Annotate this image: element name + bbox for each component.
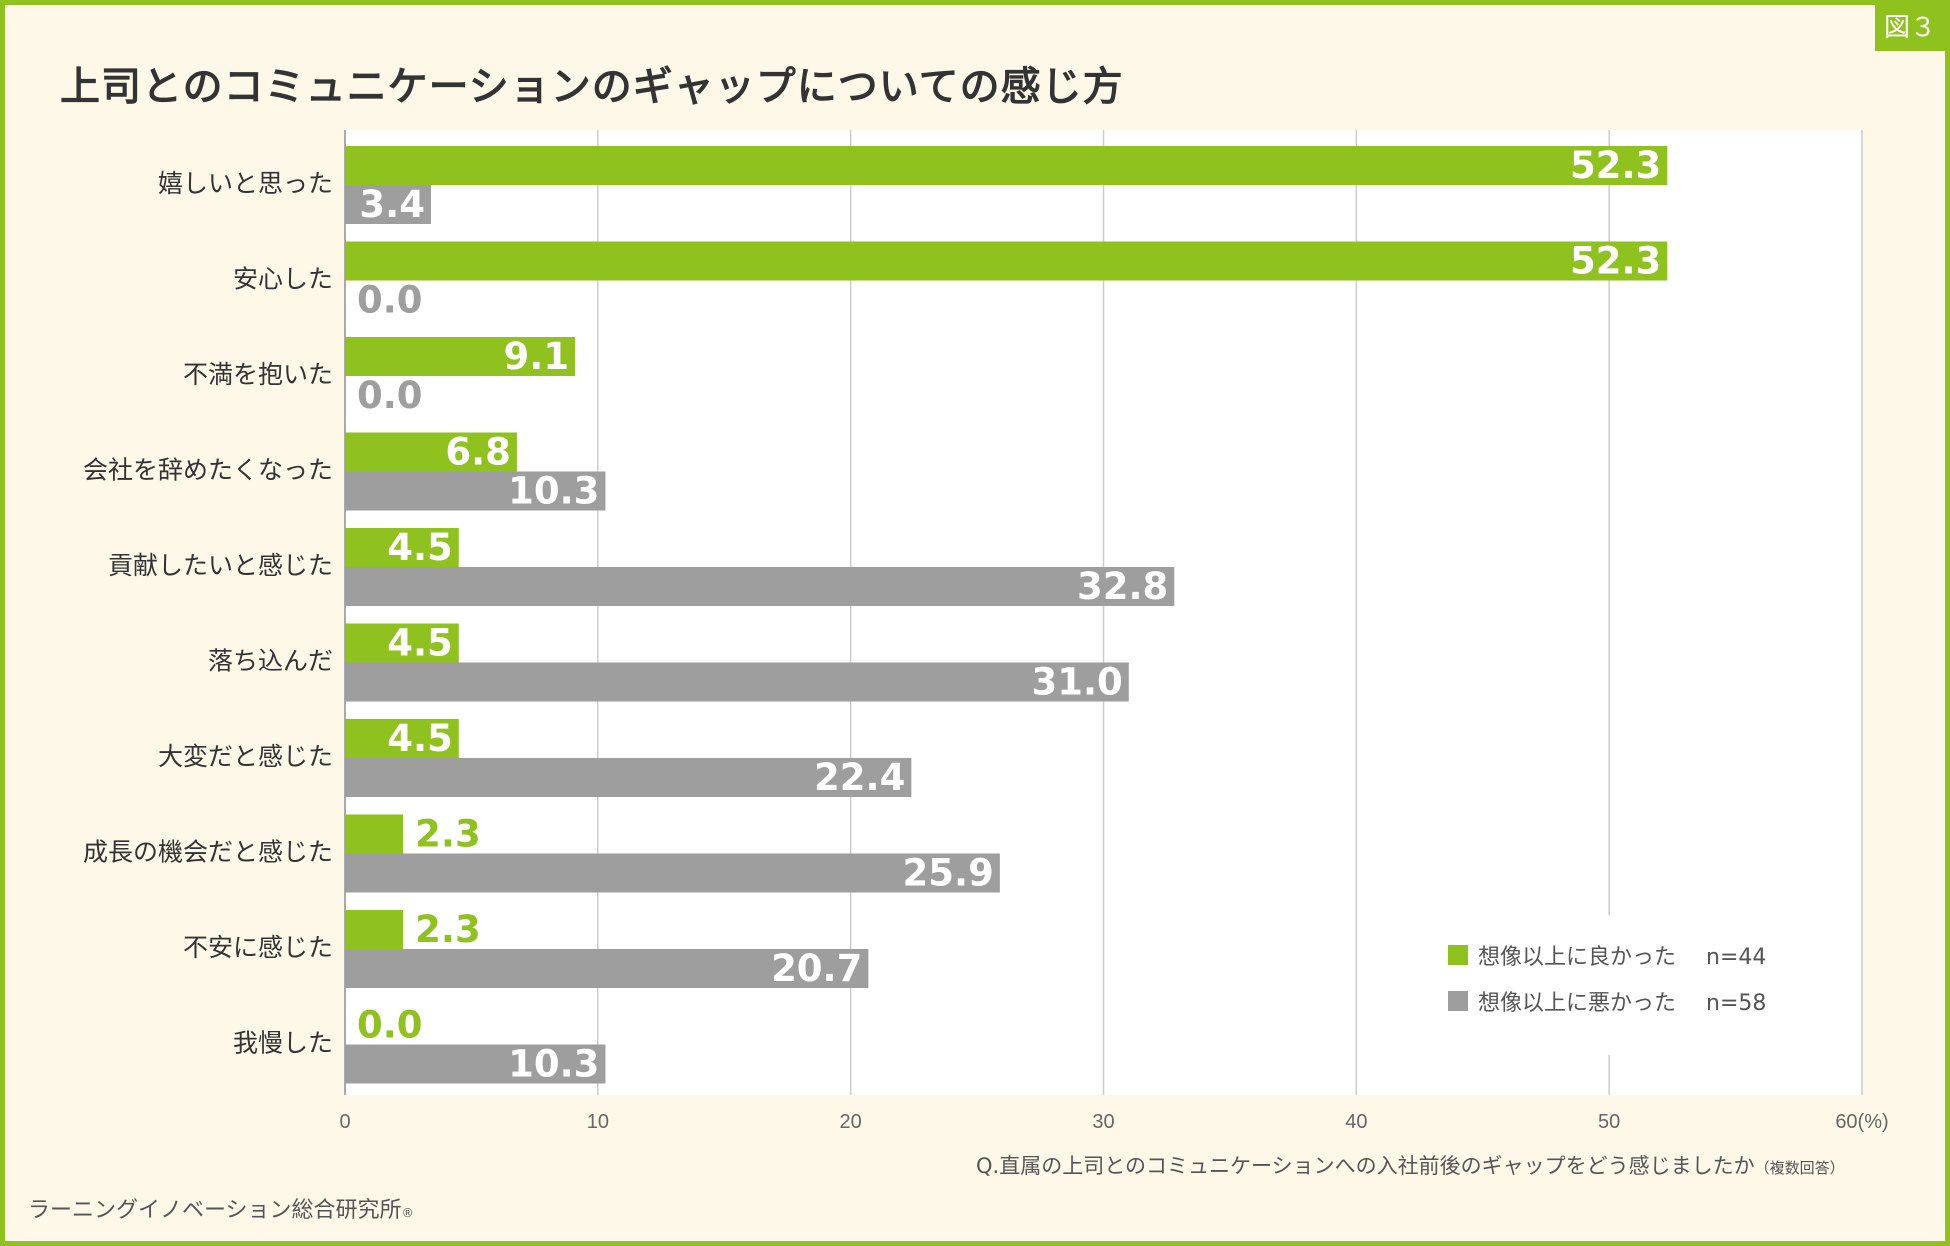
data-label: 10.3 — [508, 470, 599, 513]
legend-label: 想像以上に良かった — [1478, 945, 1676, 970]
bar-better — [345, 528, 459, 567]
bar-better — [345, 910, 404, 949]
data-label: 52.3 — [1570, 144, 1661, 187]
bar-better — [345, 241, 1668, 281]
category-label: 落ち込んだ — [208, 647, 333, 676]
data-label: 9.1 — [504, 335, 570, 378]
data-label: 4.5 — [387, 622, 453, 665]
data-label: 0.0 — [357, 1004, 423, 1047]
category-label: 不満を抱いた — [183, 360, 333, 389]
data-label: 0.0 — [357, 279, 423, 322]
data-label: 2.3 — [415, 908, 481, 951]
data-label: 52.3 — [1570, 240, 1661, 283]
category-label: 大変だと感じた — [158, 742, 333, 771]
chart-title: 上司とのコミュニケーションのギャップについての感じ方 — [60, 64, 1124, 110]
legend-n-label: n=58 — [1706, 991, 1766, 1016]
data-label: 0.0 — [357, 374, 423, 417]
bar-better — [345, 146, 1668, 185]
x-tick-label: 60(%) — [1835, 1111, 1888, 1133]
data-label: 4.5 — [387, 526, 453, 569]
data-label: 10.3 — [508, 1043, 599, 1086]
caption-note: （複数回答） — [1754, 1159, 1845, 1177]
bar-better — [345, 432, 517, 472]
category-label: 安心した — [233, 265, 333, 294]
data-label: 32.8 — [1077, 565, 1168, 608]
x-tick-label: 30 — [1092, 1111, 1114, 1133]
data-label: 31.0 — [1031, 661, 1122, 704]
caption-main: Q.直属の上司とのコミュニケーションへの入社前後のギャップをどう感じましたか — [976, 1154, 1755, 1178]
footer-org: ラーニングイノベーション総合研究所® — [28, 1192, 414, 1224]
registered-mark: ® — [401, 1206, 414, 1220]
figure-badge: 図３ — [1875, 5, 1945, 51]
data-label: 4.5 — [387, 717, 453, 760]
data-label: 6.8 — [445, 431, 511, 474]
bar-worse — [345, 949, 869, 988]
category-label: 成長の機会だと感じた — [83, 838, 333, 867]
category-label: 嬉しいと思った — [158, 169, 333, 198]
bar-better — [345, 814, 404, 854]
x-tick-label: 20 — [840, 1111, 862, 1133]
data-label: 22.4 — [814, 756, 905, 799]
bar-worse — [345, 471, 606, 511]
category-label: 我慢した — [233, 1029, 333, 1058]
question-caption: Q.直属の上司とのコミュニケーションへの入社前後のギャップをどう感じましたか（複… — [976, 1150, 1845, 1180]
bar-better — [345, 719, 459, 758]
x-tick-label: 0 — [339, 1111, 350, 1133]
bar-worse — [345, 662, 1129, 702]
bar-worse — [345, 853, 1000, 893]
x-tick-label: 10 — [587, 1111, 609, 1133]
category-label: 会社を辞めたくなった — [83, 456, 333, 485]
category-label: 不安に感じた — [183, 933, 333, 962]
x-tick-label: 40 — [1345, 1111, 1367, 1133]
legend-label: 想像以上に悪かった — [1478, 991, 1676, 1016]
data-label: 3.4 — [359, 183, 425, 226]
legend-swatch — [1448, 991, 1468, 1011]
bar-worse — [345, 567, 1175, 606]
x-tick-label: 50 — [1598, 1111, 1620, 1133]
data-label: 20.7 — [771, 947, 862, 990]
legend-swatch — [1448, 945, 1468, 965]
bar-worse — [345, 758, 912, 797]
category-label: 貢献したいと感じた — [108, 551, 333, 580]
bar-better — [345, 337, 576, 376]
data-label: 2.3 — [415, 813, 481, 856]
legend-n-label: n=44 — [1706, 945, 1766, 970]
bar-better — [345, 623, 459, 663]
footer-org-name: ラーニングイノベーション総合研究所 — [28, 1198, 402, 1223]
bar-worse — [345, 185, 431, 224]
data-label: 25.9 — [903, 852, 994, 895]
bar-worse — [345, 1044, 606, 1084]
